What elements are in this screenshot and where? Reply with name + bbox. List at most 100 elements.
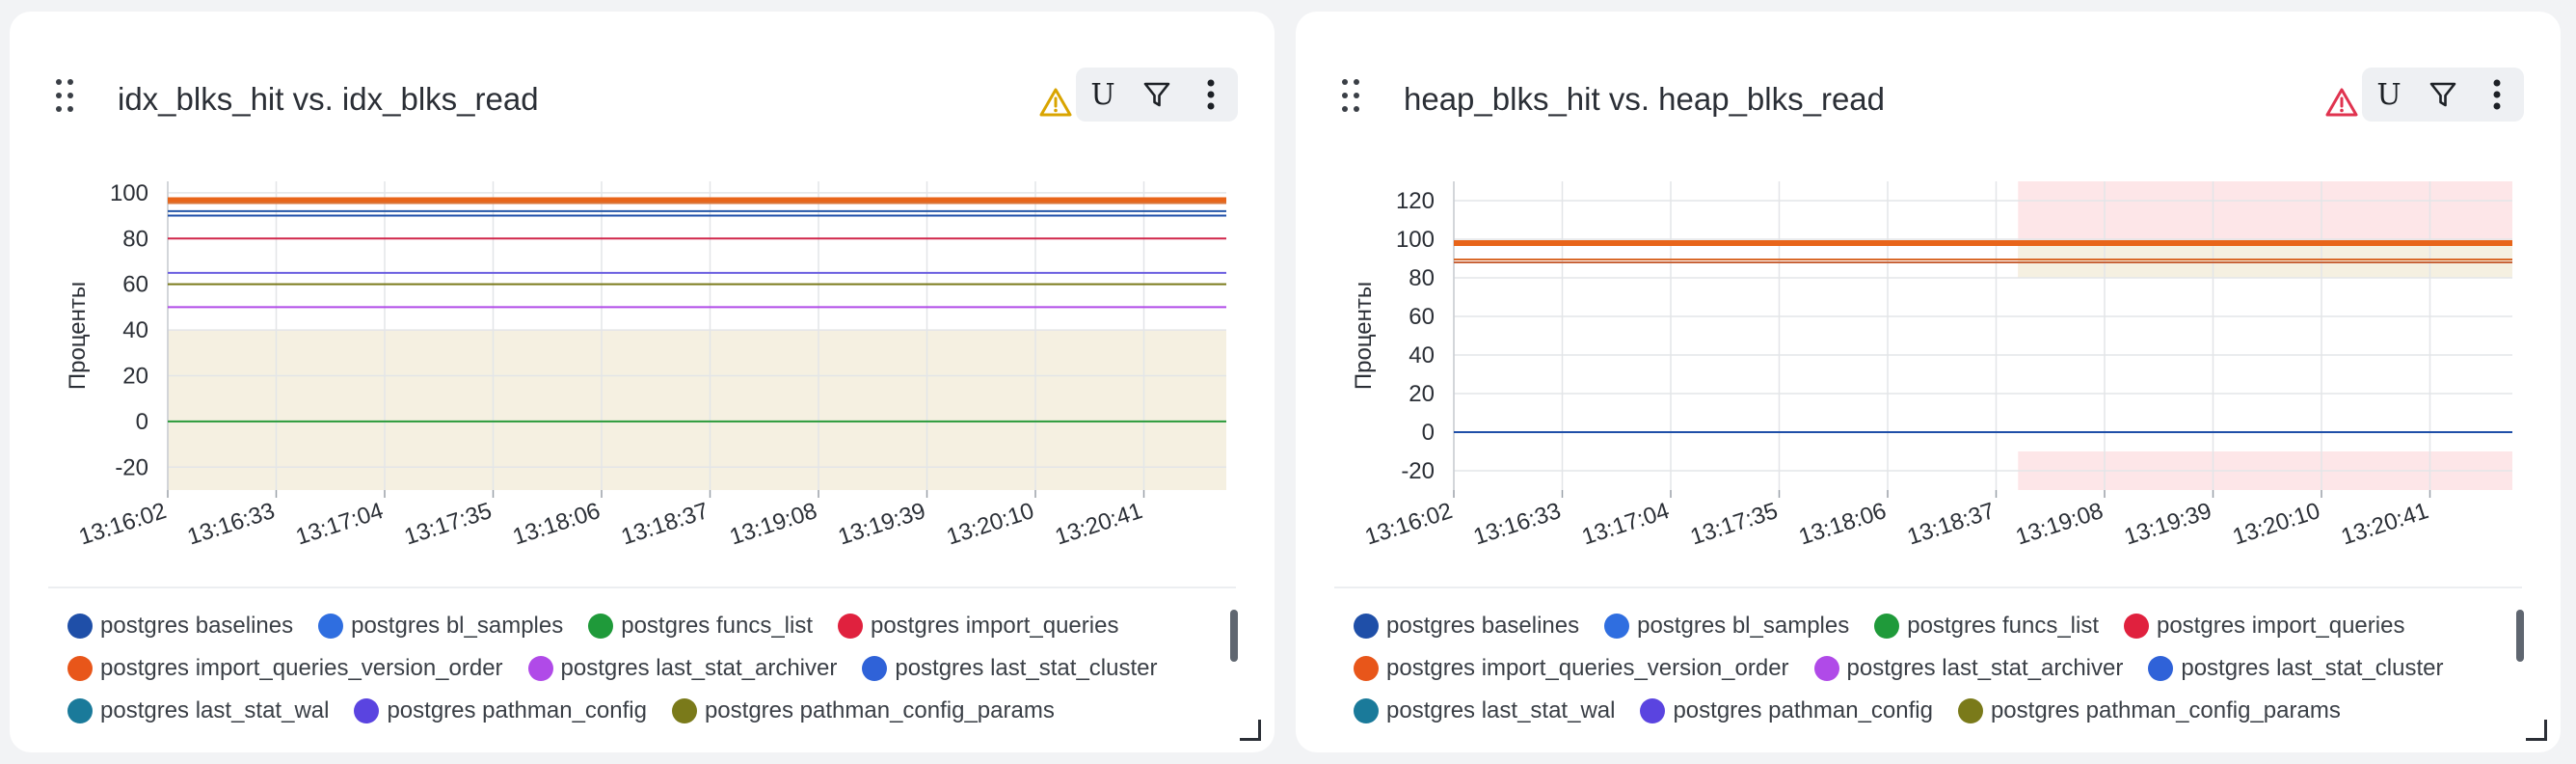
drag-handle-icon[interactable] [56, 79, 79, 118]
x-tick-label: 13:16:02 [76, 498, 170, 551]
legend-item[interactable]: postgres baselines [67, 610, 293, 642]
legend-item[interactable]: postgres import_queries [837, 610, 1119, 642]
more-vertical-icon [2493, 79, 2501, 110]
y-axis-label: Проценты [65, 282, 91, 390]
unit-button[interactable]: U [2362, 68, 2416, 122]
legend-label: postgres bl_samples [1637, 613, 1850, 639]
x-tick-label: 13:18:06 [510, 498, 604, 551]
line-chart: 120 100 80 60 40 20 0 -20 13:16:02 13:16:33 13:17:… [1351, 181, 2512, 551]
legend-label: postgres last_stat_wal [100, 697, 330, 723]
y-tick-label: 20 [122, 363, 148, 389]
legend-color-dot [1874, 614, 1900, 639]
y-tick-label: 60 [1409, 304, 1435, 330]
legend-color-dot [1640, 698, 1666, 723]
legend-label: postgres last_stat_archiver [1846, 655, 2124, 681]
x-tick-label: 13:20:10 [2230, 498, 2323, 551]
legend-label: postgres pathman_config [1673, 697, 1933, 723]
more-vertical-icon [1207, 79, 1215, 110]
x-tick-label: 13:19:08 [2013, 498, 2106, 551]
panel-toolbar: U [2362, 68, 2524, 122]
legend-label: postgres import_queries [2156, 613, 2405, 639]
x-tick-label: 13:20:41 [1052, 498, 1145, 551]
legend-item[interactable]: postgres last_stat_wal [1354, 695, 1615, 727]
legend-label: postgres last_stat_archiver [560, 655, 838, 681]
resize-handle-icon[interactable] [2526, 720, 2547, 741]
legend-label: postgres baselines [100, 613, 294, 639]
x-tick-label: 13:17:04 [293, 498, 387, 551]
legend-color-dot [1813, 656, 1839, 681]
legend-item[interactable]: postgres funcs_list [588, 610, 813, 642]
legend-item[interactable]: postgres pathman_config [354, 695, 647, 727]
warning-icon[interactable] [2324, 87, 2359, 118]
legend-item[interactable]: postgres import_queries [2123, 610, 2405, 642]
legend-item[interactable]: postgres bl_samples [1604, 610, 1849, 642]
legend-item[interactable]: postgres pathman_config_params [671, 695, 1055, 727]
legend-item[interactable]: postgres pathman_config_params [1957, 695, 2341, 727]
warning-icon[interactable] [1038, 87, 1073, 118]
legend-label: postgres funcs_list [621, 613, 813, 639]
unit-label: U [2376, 77, 2402, 112]
legend-color-dot [527, 656, 553, 681]
legend-label: postgres import_queries [870, 613, 1119, 639]
legend-scrollbar[interactable] [2516, 610, 2524, 662]
legend-item[interactable]: postgres bl_samples [318, 610, 563, 642]
y-tick-label: 100 [110, 180, 148, 206]
filter-button[interactable] [1130, 68, 1184, 122]
y-tick-label: 80 [1409, 265, 1435, 291]
x-tick-label: 13:18:37 [618, 498, 711, 551]
legend-color-dot [67, 656, 93, 681]
legend-color-dot [837, 614, 863, 639]
legend-item[interactable]: postgres import_queries_version_order [1354, 652, 1789, 685]
x-tick-label: 13:17:04 [1579, 498, 1673, 551]
legend-item[interactable]: postgres last_stat_cluster [2148, 652, 2443, 685]
x-tick-label: 13:20:10 [944, 498, 1037, 551]
y-tick-label: 20 [1409, 381, 1435, 407]
x-tick-label: 13:18:37 [1904, 498, 1998, 551]
legend-item[interactable]: postgres last_stat_cluster [862, 652, 1157, 685]
legend-label: postgres bl_samples [351, 613, 564, 639]
legend-color-dot [862, 656, 888, 681]
legend-color-dot [318, 614, 344, 639]
y-axis-label: Проценты [1351, 282, 1377, 390]
legend-item[interactable]: postgres funcs_list [1874, 610, 2099, 642]
x-tick-label: 13:16:33 [184, 498, 278, 551]
y-tick-label: 40 [1409, 342, 1435, 368]
legend-color-dot [67, 698, 93, 723]
legend-item[interactable]: postgres last_stat_wal [67, 695, 329, 727]
filter-button[interactable] [2416, 68, 2470, 122]
legend-item[interactable]: postgres baselines [1354, 610, 1579, 642]
y-tick-label: 0 [1422, 420, 1435, 446]
panel-toolbar: U [1076, 68, 1238, 122]
legend-color-dot [588, 614, 614, 639]
legend-label: postgres baselines [1386, 613, 1580, 639]
more-button[interactable] [1184, 68, 1238, 122]
x-tick-label: 13:19:08 [727, 498, 820, 551]
legend-scrollbar[interactable] [1230, 610, 1238, 662]
divider [1334, 587, 2522, 588]
resize-handle-icon[interactable] [1240, 720, 1261, 741]
x-tick-label: 13:17:35 [1687, 498, 1781, 551]
more-button[interactable] [2470, 68, 2524, 122]
y-tick-label: 120 [1396, 188, 1435, 214]
x-tick-label: 13:16:02 [1362, 498, 1456, 551]
line-chart: 100 80 60 40 20 0 -20 13:16:02 13:16:33 13:17:04 1… [65, 180, 1226, 551]
unit-label: U [1090, 77, 1115, 112]
legend-label: postgres last_stat_cluster [895, 655, 1158, 681]
legend-color-dot [1354, 656, 1379, 681]
drag-handle-icon[interactable] [1342, 79, 1365, 118]
legend-item[interactable]: postgres last_stat_archiver [527, 652, 838, 685]
legend-item[interactable]: postgres pathman_config [1640, 695, 1933, 727]
legend-label: postgres last_stat_cluster [2181, 655, 2444, 681]
chart-legend: postgres baselines postgres bl_samples pos… [67, 610, 1186, 735]
unit-button[interactable]: U [1076, 68, 1130, 122]
panel-title: heap_blks_hit vs. heap_blks_read [1404, 81, 1886, 117]
y-tick-label: 80 [122, 226, 148, 252]
y-tick-label: -20 [1401, 458, 1435, 484]
panel-title: idx_blks_hit vs. idx_blks_read [118, 81, 539, 117]
legend-item[interactable]: postgres last_stat_archiver [1813, 652, 2124, 685]
chart-panel-heap-blks: heap_blks_hit vs. heap_blks_read U 120 10… [1296, 12, 2561, 752]
legend-item[interactable]: postgres import_queries_version_order [67, 652, 503, 685]
legend-color-dot [1604, 614, 1630, 639]
legend-label: postgres pathman_config_params [704, 697, 1055, 723]
x-tick-label: 13:17:35 [401, 498, 495, 551]
